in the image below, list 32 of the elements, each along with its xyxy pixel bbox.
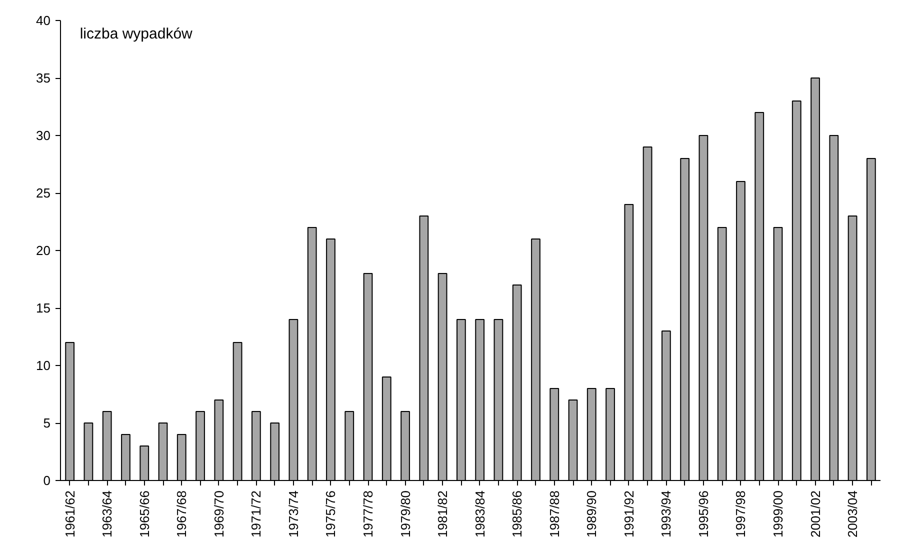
y-tick-label: 25	[36, 186, 51, 200]
x-tick-label: 1975/76	[323, 490, 338, 538]
y-tick-label: 15	[36, 300, 51, 316]
x-tick-label: 1991/92	[621, 490, 636, 538]
x-tick-label: 1971/72	[248, 490, 264, 538]
x-tick-label: 1981/82	[435, 490, 450, 538]
y-tick-label: 30	[36, 128, 51, 143]
x-tick-label: 1983/84	[472, 490, 488, 538]
y-tick-label: 10	[36, 358, 51, 373]
x-tick-label: 1963/64	[100, 490, 115, 538]
y-tick-label: 0	[43, 473, 51, 488]
x-tick-label: 1997/98	[733, 490, 748, 538]
x-tick-label: 1995/96	[696, 490, 711, 538]
y-tick-label: 5	[43, 416, 51, 430]
x-tick-label: 1979/80	[398, 490, 413, 538]
x-tick-label: 1961/62	[62, 490, 78, 538]
x-tick-label: 1993/94	[658, 490, 674, 538]
x-tick-label: 1989/90	[584, 490, 600, 538]
x-tick-label: 1987/88	[546, 490, 562, 538]
x-tick-label: 2001/02	[808, 490, 823, 538]
x-tick-label: 1967/68	[174, 490, 190, 538]
x-tick-label: 1977/78	[360, 490, 376, 538]
x-tick-label: 1973/74	[286, 490, 301, 538]
x-tick-label: 1969/70	[211, 490, 226, 538]
x-tick-label: 1999/00	[770, 490, 786, 538]
y-tick-label: 40	[36, 13, 51, 28]
y-axis-title: liczba wypadków	[80, 26, 193, 42]
y-tick-label: 35	[36, 70, 51, 86]
x-tick-label: 2003/04	[845, 490, 860, 538]
x-tick-label: 1965/66	[136, 490, 152, 538]
y-tick-label: 20	[36, 243, 51, 258]
x-tick-label: 1985/86	[510, 490, 525, 538]
